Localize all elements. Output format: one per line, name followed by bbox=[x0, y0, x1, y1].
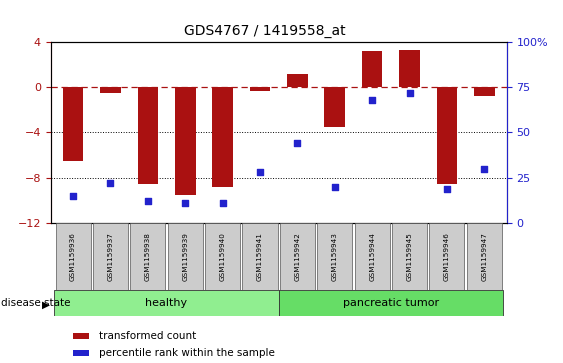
Bar bbox=[212, 87, 233, 187]
Text: percentile rank within the sample: percentile rank within the sample bbox=[99, 348, 274, 358]
Point bbox=[144, 199, 153, 204]
Bar bbox=[399, 50, 420, 87]
Text: disease state: disease state bbox=[1, 298, 70, 308]
FancyBboxPatch shape bbox=[56, 223, 91, 290]
Point bbox=[443, 186, 452, 192]
Point bbox=[405, 90, 414, 95]
Text: GSM1159941: GSM1159941 bbox=[257, 232, 263, 281]
Bar bbox=[100, 87, 120, 93]
FancyBboxPatch shape bbox=[243, 223, 278, 290]
Point bbox=[256, 170, 265, 175]
Text: GSM1159943: GSM1159943 bbox=[332, 232, 338, 281]
Bar bbox=[474, 87, 494, 96]
Bar bbox=[287, 73, 307, 87]
Text: GSM1159940: GSM1159940 bbox=[220, 232, 226, 281]
FancyBboxPatch shape bbox=[430, 223, 464, 290]
Text: ▶: ▶ bbox=[42, 299, 50, 309]
FancyBboxPatch shape bbox=[205, 223, 240, 290]
FancyBboxPatch shape bbox=[317, 223, 352, 290]
Text: GSM1159937: GSM1159937 bbox=[108, 232, 114, 281]
Text: pancreatic tumor: pancreatic tumor bbox=[343, 298, 439, 308]
Text: GSM1159945: GSM1159945 bbox=[406, 232, 413, 281]
Point bbox=[480, 166, 489, 172]
Bar bbox=[250, 87, 270, 90]
Text: GSM1159939: GSM1159939 bbox=[182, 232, 188, 281]
Text: transformed count: transformed count bbox=[99, 331, 196, 341]
FancyBboxPatch shape bbox=[355, 223, 390, 290]
Point bbox=[368, 97, 377, 103]
FancyBboxPatch shape bbox=[467, 223, 502, 290]
Text: GSM1159936: GSM1159936 bbox=[70, 232, 76, 281]
Text: GSM1159938: GSM1159938 bbox=[145, 232, 151, 281]
Point bbox=[218, 200, 227, 206]
Bar bbox=[175, 87, 195, 195]
Point bbox=[181, 200, 190, 206]
FancyBboxPatch shape bbox=[168, 223, 203, 290]
Point bbox=[293, 140, 302, 146]
Bar bbox=[63, 87, 83, 161]
Text: GDS4767 / 1419558_at: GDS4767 / 1419558_at bbox=[184, 24, 346, 38]
FancyBboxPatch shape bbox=[55, 290, 279, 316]
Point bbox=[330, 184, 339, 190]
Text: GSM1159946: GSM1159946 bbox=[444, 232, 450, 281]
Text: healthy: healthy bbox=[145, 298, 187, 308]
Bar bbox=[324, 87, 345, 127]
FancyBboxPatch shape bbox=[392, 223, 427, 290]
Point bbox=[106, 180, 115, 186]
Text: GSM1159942: GSM1159942 bbox=[294, 232, 301, 281]
Point bbox=[69, 193, 78, 199]
Bar bbox=[362, 51, 382, 87]
FancyBboxPatch shape bbox=[280, 223, 315, 290]
Text: GSM1159944: GSM1159944 bbox=[369, 232, 375, 281]
FancyBboxPatch shape bbox=[93, 223, 128, 290]
FancyBboxPatch shape bbox=[130, 223, 166, 290]
FancyBboxPatch shape bbox=[279, 290, 503, 316]
Bar bbox=[437, 87, 457, 184]
Text: GSM1159947: GSM1159947 bbox=[481, 232, 487, 281]
Bar bbox=[137, 87, 158, 184]
